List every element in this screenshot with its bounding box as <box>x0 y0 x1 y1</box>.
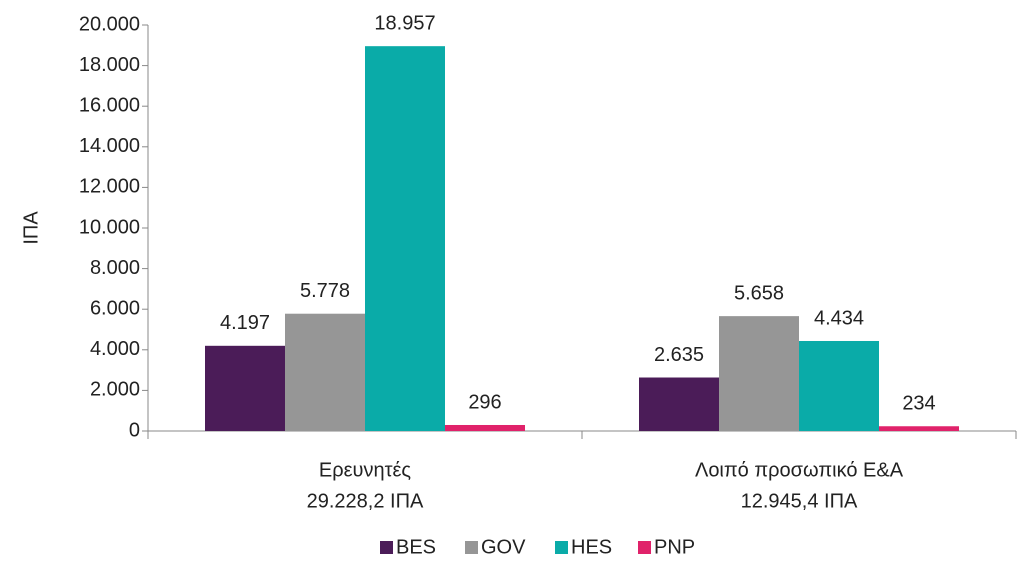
legend-label: GOV <box>481 536 526 558</box>
data-label: 234 <box>902 393 935 415</box>
data-label: 4.434 <box>814 307 864 329</box>
bar <box>365 46 445 431</box>
legend-label: BES <box>396 536 436 558</box>
data-label: 2.635 <box>654 344 704 366</box>
bar <box>639 377 719 431</box>
y-axis-label: ΙΠΑ <box>20 211 42 245</box>
legend-swatch <box>555 541 568 554</box>
y-tick-label: 6.000 <box>90 297 140 319</box>
bar <box>879 426 959 431</box>
x-tick-sublabel: 29.228,2 ΙΠΑ <box>307 490 424 512</box>
data-label: 18.957 <box>374 12 435 34</box>
y-tick-label: 2.000 <box>90 379 140 401</box>
x-tick-label: Ερευνητές <box>319 459 412 481</box>
y-tick-label: 4.000 <box>90 338 140 360</box>
data-label: 4.197 <box>220 312 270 334</box>
bar <box>799 340 879 431</box>
y-tick-label: 12.000 <box>79 176 140 198</box>
x-tick-sublabel: 12.945,4 ΙΠΑ <box>741 490 858 512</box>
data-label: 296 <box>468 391 501 413</box>
y-tick-label: 8.000 <box>90 257 140 279</box>
legend-label: PNP <box>654 536 695 558</box>
legend-swatch <box>638 541 651 554</box>
legend-swatch <box>465 541 478 554</box>
y-tick-label: 20.000 <box>79 13 140 35</box>
y-tick-label: 14.000 <box>79 135 140 157</box>
data-label: 5.778 <box>300 280 350 302</box>
y-tick-label: 18.000 <box>79 54 140 76</box>
bar <box>445 424 525 431</box>
bar <box>285 313 365 431</box>
y-tick-label: 16.000 <box>79 94 140 116</box>
bar <box>205 345 285 431</box>
y-tick-label: 10.000 <box>79 216 140 238</box>
y-tick-label: 0 <box>129 419 140 441</box>
x-tick-label: Λοιπό προσωπικό Ε&Α <box>695 459 904 481</box>
legend-label: HES <box>571 536 612 558</box>
legend-swatch <box>380 541 393 554</box>
bar <box>719 316 799 431</box>
data-label: 5.658 <box>734 282 784 304</box>
